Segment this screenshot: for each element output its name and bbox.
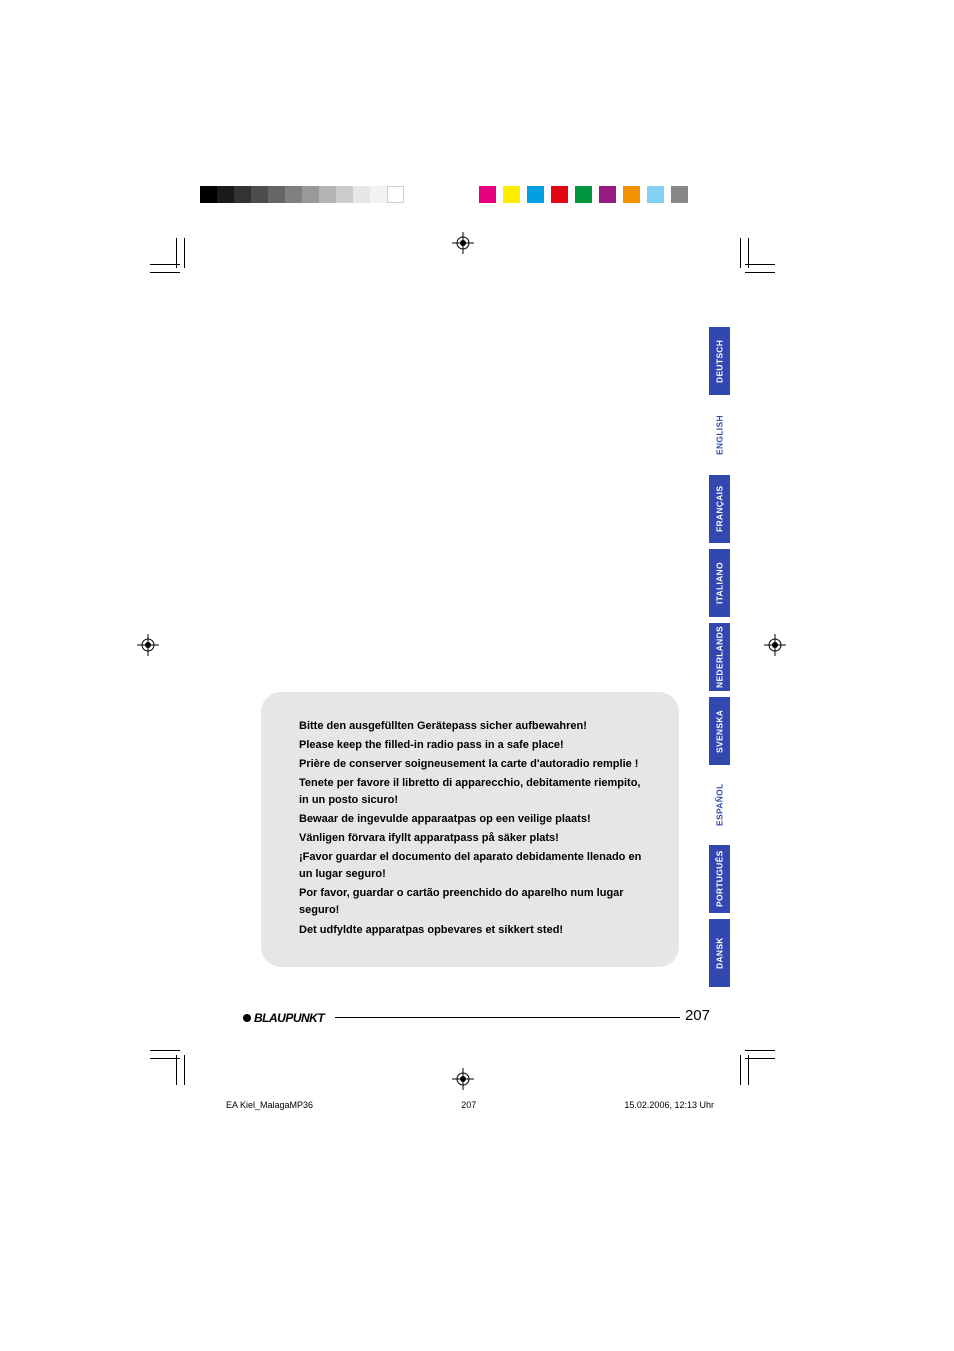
calibration-swatch: [575, 186, 592, 203]
instruction-line: Prière de conserver soigneusement la car…: [299, 756, 653, 773]
calibration-swatch: [285, 186, 302, 203]
instruction-line: ¡Favor guardar el documento del aparato …: [299, 849, 653, 883]
calibration-swatch: [268, 186, 285, 203]
calibration-swatch: [551, 186, 568, 203]
calibration-swatch: [503, 186, 520, 203]
calibration-swatch: [647, 186, 664, 203]
lang-tab-dansk: DANSK: [709, 919, 730, 987]
calibration-swatch: [623, 186, 640, 203]
instruction-line: Bitte den ausgefüllten Gerätepass sicher…: [299, 718, 653, 735]
lang-tab-nederlands: NEDERLANDS: [709, 623, 730, 691]
calibration-swatch: [479, 186, 496, 203]
lang-tab-deutsch: DEUTSCH: [709, 327, 730, 395]
instruction-line: Vänligen förvara ifyllt apparatpass på s…: [299, 830, 653, 847]
lang-tab-français: FRANÇAIS: [709, 475, 730, 543]
calibration-swatch: [302, 186, 319, 203]
calibration-swatch: [200, 186, 217, 203]
crop-mark-icon: [730, 238, 775, 283]
calibration-swatch: [234, 186, 251, 203]
registration-mark-icon: [452, 232, 474, 254]
calibration-swatch: [353, 186, 370, 203]
lang-tab-italiano: ITALIANO: [709, 549, 730, 617]
instruction-line: Bewaar de ingevulde apparaatpas op een v…: [299, 811, 653, 828]
registration-mark-icon: [764, 634, 786, 656]
instruction-line: Det udfyldte apparatpas opbevares et sik…: [299, 922, 653, 939]
instruction-line: Tenete per favore il libretto di apparec…: [299, 775, 653, 809]
calibration-swatch: [217, 186, 234, 203]
instruction-line: Please keep the filled-in radio pass in …: [299, 737, 653, 754]
calibration-swatch: [336, 186, 353, 203]
calibration-swatch: [370, 186, 387, 203]
footer-divider: [335, 1017, 680, 1018]
meta-filename: EA Kiel_MalagaMP36: [226, 1100, 313, 1110]
registration-mark-icon: [452, 1068, 474, 1090]
calibration-swatch: [599, 186, 616, 203]
page-number: 207: [685, 1007, 710, 1024]
color-calibration-bars: [200, 186, 735, 203]
crop-mark-icon: [730, 1040, 775, 1085]
meta-timestamp: 15.02.2006, 12:13 Uhr: [624, 1100, 714, 1110]
crop-mark-icon: [150, 238, 195, 283]
calibration-swatch: [527, 186, 544, 203]
calibration-swatch: [671, 186, 688, 203]
meta-pagenum: 207: [461, 1100, 476, 1110]
lang-tab-español: ESPAÑOL: [709, 771, 730, 839]
blaupunkt-logo: BLAUPUNKT: [243, 1011, 324, 1025]
document-meta: EA Kiel_MalagaMP36 207 15.02.2006, 12:13…: [226, 1100, 714, 1110]
lang-tab-english: ENGLISH: [709, 401, 730, 469]
instruction-text-box: Bitte den ausgefüllten Gerätepass sicher…: [261, 692, 679, 967]
lang-tab-português: PORTUGUÊS: [709, 845, 730, 913]
calibration-swatch: [319, 186, 336, 203]
lang-tab-svenska: SVENSKA: [709, 697, 730, 765]
calibration-swatch: [251, 186, 268, 203]
registration-mark-icon: [137, 634, 159, 656]
crop-mark-icon: [150, 1040, 195, 1085]
dot-icon: [243, 1014, 251, 1022]
calibration-swatch: [387, 186, 404, 203]
instruction-line: Por favor, guardar o cartão preenchido d…: [299, 885, 653, 919]
language-tabs: DEUTSCH ENGLISH FRANÇAIS ITALIANO NEDERLANDS…: [709, 327, 730, 987]
brand-text: BLAUPUNKT: [254, 1011, 324, 1025]
